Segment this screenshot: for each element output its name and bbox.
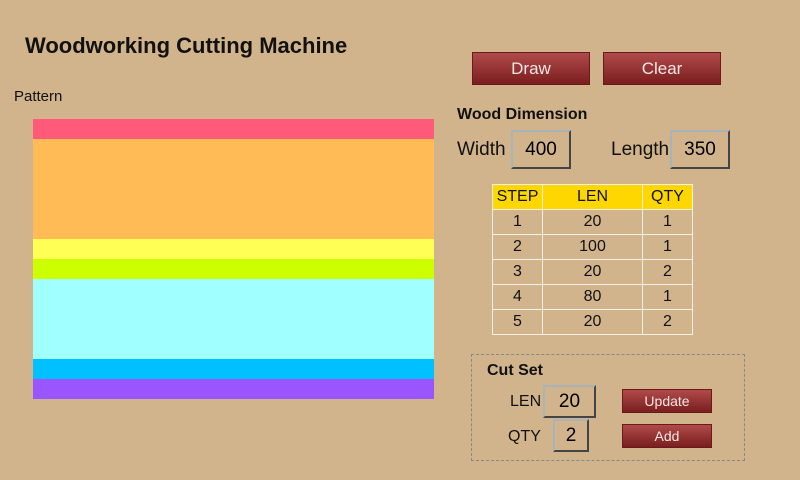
pattern-strip [33, 119, 434, 139]
qty-label: QTY [508, 428, 541, 445]
cell-step: 2 [492, 234, 543, 260]
table-row[interactable]: 1 20 1 [492, 209, 693, 235]
cell-qty: 1 [642, 234, 693, 260]
header-qty: QTY [642, 184, 693, 210]
cell-step: 1 [492, 209, 543, 235]
cut-set-heading: Cut Set [487, 362, 543, 379]
pattern-label: Pattern [14, 88, 63, 105]
cell-qty: 1 [642, 284, 693, 310]
table-row[interactable]: 2 100 1 [492, 234, 693, 260]
wood-dimension-heading: Wood Dimension [457, 106, 588, 123]
cut-set-panel [471, 354, 745, 461]
steps-table: STEP LEN QTY 1 20 1 2 100 1 3 20 2 4 80 1 5 20 2 [492, 184, 693, 335]
pattern-strip [33, 259, 434, 279]
table-row[interactable]: 4 80 1 [492, 284, 693, 310]
pattern-strip [33, 239, 434, 259]
length-input[interactable] [670, 130, 730, 169]
cell-len: 100 [542, 234, 643, 260]
clear-button[interactable]: Clear [603, 52, 721, 85]
cell-qty: 2 [642, 259, 693, 285]
length-label: Length [611, 139, 670, 160]
cell-step: 4 [492, 284, 543, 310]
pattern-strip [33, 279, 434, 359]
len-label: LEN [510, 393, 542, 410]
cell-step: 3 [492, 259, 543, 285]
table-row[interactable]: 3 20 2 [492, 259, 693, 285]
pattern-strip [33, 379, 434, 399]
header-step: STEP [492, 184, 543, 210]
cell-step: 5 [492, 309, 543, 335]
pattern-canvas [33, 119, 434, 399]
cell-len: 80 [542, 284, 643, 310]
draw-button[interactable]: Draw [472, 52, 590, 85]
header-len: LEN [542, 184, 643, 210]
cell-len: 20 [542, 309, 643, 335]
update-button[interactable]: Update [622, 389, 712, 413]
cell-len: 20 [542, 259, 643, 285]
len-input[interactable] [543, 385, 596, 418]
pattern-strip [33, 359, 434, 379]
app-title: Woodworking Cutting Machine [25, 33, 348, 58]
cell-len: 20 [542, 209, 643, 235]
cell-qty: 1 [642, 209, 693, 235]
table-row[interactable]: 5 20 2 [492, 309, 693, 335]
width-input[interactable] [511, 130, 571, 169]
add-button[interactable]: Add [622, 424, 712, 448]
cell-qty: 2 [642, 309, 693, 335]
qty-input[interactable] [553, 419, 589, 452]
pattern-strip [33, 139, 434, 239]
width-label: Width [457, 139, 506, 160]
table-header: STEP LEN QTY [492, 184, 693, 210]
